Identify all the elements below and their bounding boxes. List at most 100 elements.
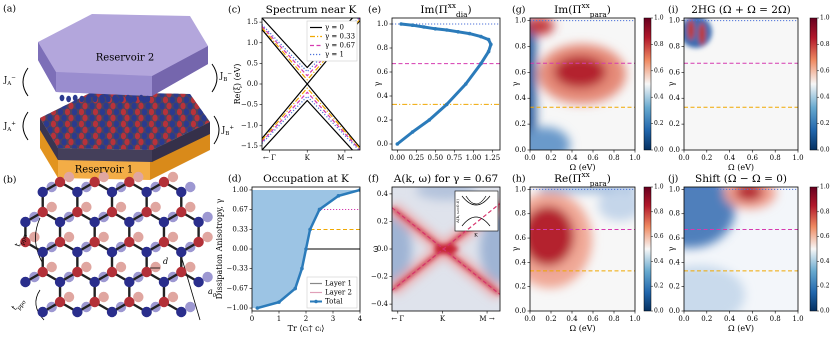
axes-frame [391, 17, 501, 151]
particle [71, 108, 78, 116]
point [463, 82, 468, 86]
atom [37, 246, 48, 258]
particle [75, 126, 81, 134]
particle [71, 132, 78, 140]
atom [37, 306, 48, 318]
particle [183, 108, 190, 116]
chart-title: Occupation at K [263, 173, 349, 185]
particle [194, 114, 200, 122]
colorbar-tick-label: 1.0 [820, 15, 830, 22]
colorbar-tick-label: 0.8 [820, 208, 830, 215]
atom-layer2 [98, 231, 109, 243]
colorbar-tick-label: 1.0 [820, 184, 830, 191]
legend-label: γ = 0.67 [325, 42, 355, 50]
particle [152, 114, 158, 122]
legend-label: γ = 0.33 [325, 33, 355, 41]
point [336, 194, 341, 198]
particle [117, 138, 123, 146]
y-tick-label: 0.6 [515, 234, 527, 242]
legend-label: γ = 1 [325, 51, 344, 59]
atom-layer2 [167, 231, 179, 243]
chart-title-part: ) [607, 173, 611, 185]
y-tick-label: 0.67 [232, 205, 248, 213]
particle [57, 108, 64, 116]
particle [212, 121, 217, 128]
x-tick-label: 0.6 [587, 154, 599, 162]
particle [40, 92, 46, 98]
particle [110, 138, 116, 146]
y-axis-label: γ [667, 81, 676, 86]
chart-title-part: para [590, 179, 608, 188]
atom-layer2 [115, 201, 127, 213]
particle [117, 102, 123, 110]
y-tick-label: 1.5 [247, 18, 258, 26]
point [479, 61, 483, 66]
particle [173, 92, 179, 98]
atom [20, 276, 31, 288]
x-tick-label: 1 [277, 315, 281, 323]
atom [176, 206, 187, 218]
particle [204, 96, 210, 104]
particle [145, 114, 151, 122]
point [444, 102, 449, 107]
y-tick-label: −0.33 [227, 264, 248, 272]
line [262, 18, 360, 77]
reservoir-label: Reservoir 2 [96, 53, 154, 64]
particle [86, 94, 91, 102]
particle [57, 132, 64, 140]
chart-title: A(k, ω) for γ = 0.67 [393, 173, 498, 185]
point [308, 227, 312, 232]
atom [106, 306, 118, 318]
particle [145, 138, 151, 146]
heatmap-image [684, 18, 798, 150]
particle [61, 138, 67, 146]
atom [54, 176, 66, 188]
particle [176, 108, 183, 116]
colorbar-tick-label: 0.6 [820, 233, 830, 240]
axes-frame [683, 186, 799, 312]
atom-layer2 [202, 211, 213, 223]
particle [173, 126, 179, 134]
x-tick-label: 0.0 [678, 154, 689, 162]
atom [72, 306, 83, 318]
particle [131, 138, 137, 146]
particle [127, 132, 134, 140]
atom [106, 266, 118, 278]
x-tick-label: 0.50 [428, 154, 444, 162]
x-axis-label: Ω (eV) [570, 324, 596, 333]
atom-layer2 [185, 301, 196, 313]
particle [79, 95, 85, 103]
line [262, 95, 360, 150]
colorbar-tick-label: 1.0 [654, 184, 664, 191]
particle [96, 102, 102, 110]
atom [89, 216, 100, 228]
atom [158, 216, 170, 228]
chart-title-part: Im(Π [420, 4, 447, 16]
particle [68, 114, 74, 122]
hopping-label-part: ppπ [19, 233, 28, 246]
lattice-diagram [20, 176, 204, 321]
atom [158, 296, 170, 308]
point [255, 306, 260, 310]
colorbar-tick-label: 0.4 [820, 258, 830, 265]
particle [212, 109, 217, 116]
particle [180, 126, 186, 134]
particle [43, 96, 50, 104]
y-tick-label: 0.4 [669, 94, 681, 102]
lattice-label: a0 [208, 287, 217, 299]
particle [71, 120, 78, 128]
current-label: JA− [3, 75, 16, 87]
colorbar-tick-label: 0.4 [654, 94, 664, 101]
atom-layer2 [63, 291, 75, 303]
particle [138, 126, 144, 134]
particle [155, 96, 162, 104]
atom [158, 236, 170, 248]
particle [40, 96, 43, 104]
particle [43, 108, 50, 116]
y-tick-label: 0.4 [515, 94, 527, 102]
atom [141, 206, 152, 218]
y-axis-label: ω [371, 245, 380, 252]
current-label-part: J [221, 125, 225, 134]
reservoir-label: Reservoir 1 [75, 165, 133, 176]
